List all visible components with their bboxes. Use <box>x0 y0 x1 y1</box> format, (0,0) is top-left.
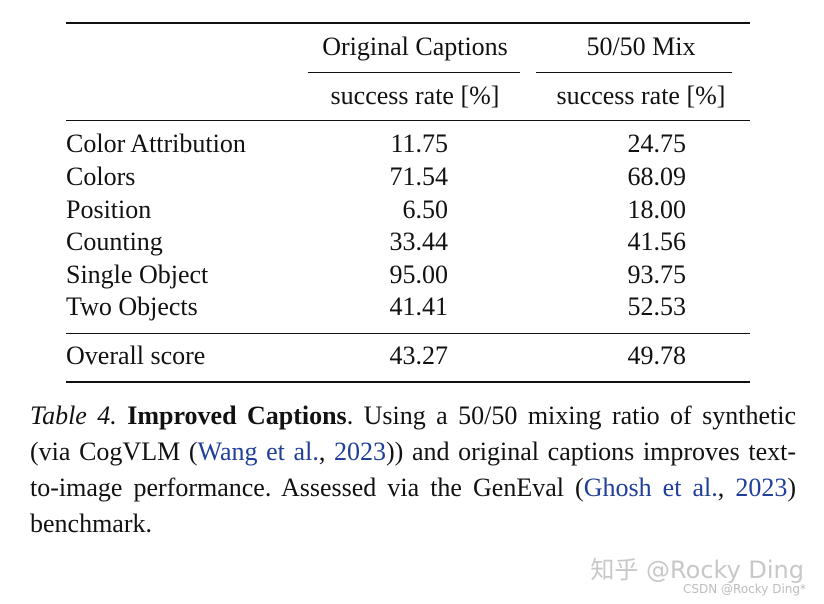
caption-text: )) and original captions improves text-t… <box>30 437 797 502</box>
overall-rule <box>66 333 750 334</box>
bottom-rule <box>66 381 750 383</box>
citation-link[interactable]: Ghosh et al. <box>583 473 718 502</box>
row-label: Colors <box>66 162 136 191</box>
overall-value-mix: 49.78 <box>627 341 687 370</box>
row-label: Color Attribution <box>66 129 246 158</box>
row-label: Position <box>66 195 152 224</box>
table-cell: 95.00 <box>389 260 449 289</box>
caption-number: Table 4. <box>30 401 117 430</box>
col-header-original: Original Captions <box>322 32 508 61</box>
top-rule <box>66 22 750 24</box>
table-cell: 93.75 <box>627 260 687 289</box>
header-rule <box>66 120 750 121</box>
table-cell: 6.50 <box>402 195 449 224</box>
table-cell: 71.54 <box>389 162 449 191</box>
table-cell: 41.41 <box>389 292 449 321</box>
row-label: Counting <box>66 227 163 256</box>
table-cell: 11.75 <box>390 129 448 158</box>
table-cell: 24.75 <box>627 129 687 158</box>
col-header-mix: 50/50 Mix <box>586 32 696 61</box>
metric-header-original: success rate [%] <box>330 81 500 110</box>
citation-year-link[interactable]: 2023 <box>333 437 386 466</box>
overall-label: Overall score <box>66 341 206 370</box>
table-caption: Table 4. Improved Captions. Using a 50/5… <box>30 401 797 538</box>
table-cell: 33.44 <box>389 227 449 256</box>
caption-text: ) benchmark. <box>30 473 797 538</box>
table-cell: 68.09 <box>627 162 687 191</box>
row-label: Two Objects <box>66 292 198 321</box>
table-cell: 41.56 <box>627 227 687 256</box>
table-cell: 18.00 <box>627 195 687 224</box>
caption-text: . Using a 50/50 mixing ratio of syntheti… <box>30 401 796 466</box>
caption-title: Improved Captions <box>127 401 347 430</box>
citation-year-link[interactable]: 2023 <box>735 473 788 502</box>
watermark: 知乎 @Rocky Ding <box>590 556 804 584</box>
overall-value-original: 43.27 <box>389 341 449 370</box>
header-underline-mix <box>536 72 732 73</box>
header-underline-original <box>308 72 520 73</box>
row-label: Single Object <box>66 260 209 289</box>
watermark-sub: CSDN @Rocky Ding* <box>683 582 806 596</box>
metric-header-mix: success rate [%] <box>556 81 726 110</box>
table-cell: 52.53 <box>627 292 687 321</box>
citation-link[interactable]: Wang et al. <box>197 437 319 466</box>
